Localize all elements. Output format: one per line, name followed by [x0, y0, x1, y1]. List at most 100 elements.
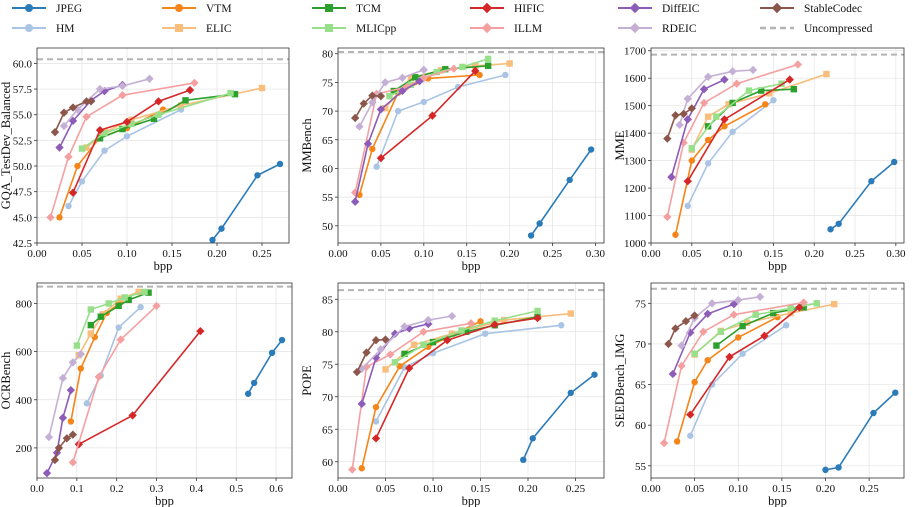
data-point-rdeic — [381, 78, 390, 87]
data-point-diffeic — [66, 385, 76, 395]
data-point-jpeg — [822, 466, 829, 474]
x-tick-label: 0.6 — [269, 483, 283, 495]
data-point-tcm — [97, 313, 104, 320]
data-point-elic — [382, 366, 389, 373]
series-vtm — [356, 71, 483, 199]
data-point-hific — [185, 85, 195, 95]
data-point-mlicpp — [386, 92, 393, 100]
data-point-vtm — [358, 465, 365, 472]
data-point-jpeg — [587, 146, 595, 153]
data-point-stablecodec — [690, 311, 699, 320]
data-point-rdeic — [675, 120, 684, 130]
x-tick-label: 0.25 — [543, 248, 563, 260]
data-point-illm — [94, 372, 103, 382]
series-rdeic — [59, 74, 154, 131]
data-point-jpeg — [254, 172, 261, 179]
data-point-illm — [64, 152, 73, 161]
data-point-tcm — [150, 115, 158, 123]
x-tick-label: 0.00 — [27, 248, 47, 260]
series-line-hm — [686, 99, 774, 207]
series-rdeic — [675, 65, 758, 130]
series-rdeic — [357, 311, 457, 373]
data-point-rdeic — [703, 72, 713, 81]
data-point-hm — [78, 178, 86, 185]
series-line-diffeic — [670, 78, 725, 178]
series-line-jpeg — [825, 392, 896, 471]
series-stablecodec — [50, 97, 96, 137]
series-line-stablecodec — [667, 314, 696, 345]
plot-frame — [650, 282, 905, 479]
y-tick-label: 1000 — [624, 238, 647, 250]
data-point-mlicpp — [101, 129, 108, 137]
x-tick-label: 0.15 — [772, 483, 792, 495]
data-point-hm — [684, 202, 691, 210]
data-point-diffeic — [729, 299, 739, 309]
data-point-diffeic — [58, 413, 68, 422]
series-line-illm — [49, 82, 195, 218]
data-point-elic — [407, 74, 415, 82]
legend-marker-illm — [481, 22, 493, 34]
data-point-rdeic — [145, 74, 154, 83]
x-tick-label: 0.00 — [641, 248, 661, 260]
legend-label-diffeic: DiffEIC — [662, 3, 700, 15]
series-jpeg — [827, 158, 898, 233]
x-axis-label: bpp — [155, 494, 174, 507]
series-group — [348, 307, 598, 474]
data-point-hm — [739, 350, 746, 357]
data-point-hific — [154, 97, 163, 106]
data-point-stablecodec — [679, 109, 688, 119]
y-tick-label: 1700 — [624, 46, 647, 58]
chart-ocrbench: 0.0 0.1 0.2 0.3 0.4 0.5 0.6 200 400 600 800 bpp OCRB… — [0, 282, 293, 507]
data-point-mlicpp — [155, 111, 162, 118]
data-point-hm — [482, 330, 489, 337]
series-mlicpp — [73, 288, 148, 349]
data-point-hific — [122, 117, 132, 127]
y-tick-label: 55 — [635, 461, 647, 473]
data-point-mlicpp — [458, 327, 465, 334]
data-point-elic — [704, 113, 712, 120]
data-point-vtm — [704, 136, 712, 144]
x-tick-label: 0.30 — [886, 248, 906, 260]
data-point-rdeic — [728, 67, 737, 76]
x-tick-label: 0.4 — [190, 483, 204, 495]
series-line-stablecodec — [54, 434, 74, 461]
series-line-hific — [689, 306, 800, 416]
data-point-stablecodec — [368, 91, 377, 100]
legend-marker-elic — [175, 24, 183, 32]
data-point-hm — [770, 96, 777, 104]
x-tick-label: 0.1 — [70, 483, 84, 495]
data-point-hm — [83, 400, 91, 407]
series-stablecodec — [50, 430, 78, 465]
legend-marker-jpeg — [25, 4, 33, 12]
x-tick-label: 0.15 — [162, 248, 182, 260]
legend-entry-rdeic: RDEIC — [618, 22, 697, 35]
series-diffeic — [667, 75, 729, 182]
chart-gqa-testdev-balanced: 0.00 0.05 0.10 0.15 0.20 0.25 42.5 45.0 47.5 50.0… — [0, 47, 290, 273]
data-point-jpeg — [566, 176, 573, 184]
data-point-rdeic — [58, 373, 68, 383]
data-point-hm — [101, 147, 108, 154]
y-tick-label: 65 — [322, 135, 334, 147]
x-tick-label: 0.30 — [586, 248, 606, 260]
legend-label-mlicpp: MLICpp — [356, 23, 397, 35]
data-point-illm — [116, 335, 125, 344]
data-point-vtm — [477, 318, 484, 325]
data-point-mlicpp — [717, 328, 724, 335]
data-point-stablecodec — [687, 104, 696, 113]
x-axis-label: bpp — [768, 494, 787, 507]
data-point-diffeic — [357, 399, 366, 409]
series-rdeic — [44, 349, 85, 442]
data-point-jpeg — [218, 225, 225, 232]
data-point-diffeic — [376, 105, 386, 114]
data-point-elic — [83, 144, 90, 151]
y-tick-label: 1500 — [624, 101, 647, 113]
data-point-rdeic — [376, 345, 385, 354]
data-point-diffeic — [42, 469, 52, 478]
data-point-illm — [729, 310, 739, 319]
data-point-hm — [420, 98, 428, 106]
data-point-mlicpp — [459, 63, 466, 71]
data-point-elic — [766, 90, 773, 97]
data-point-jpeg — [209, 236, 216, 243]
y-tick-label: 60 — [635, 420, 647, 432]
